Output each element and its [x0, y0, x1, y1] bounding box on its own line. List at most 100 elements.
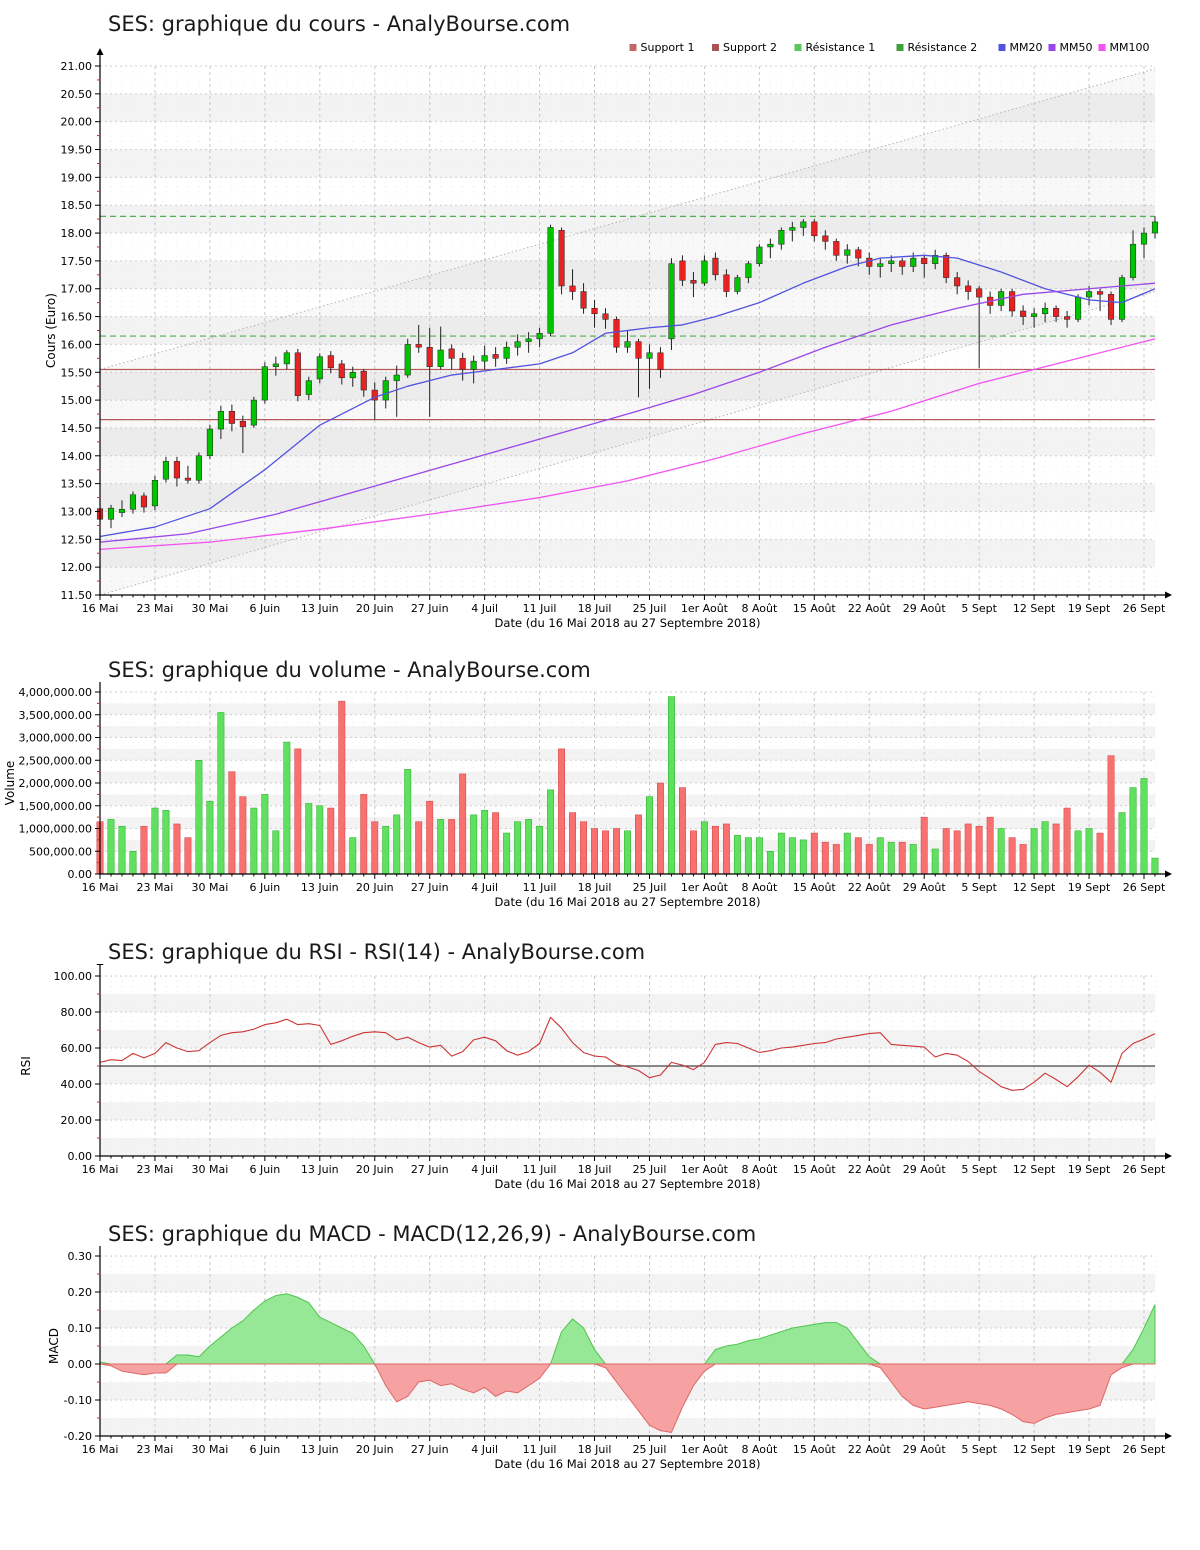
x-tick-label: 12 Sept: [1013, 881, 1056, 894]
x-tick-label: 6 Juin: [249, 881, 280, 894]
candle-up: [272, 363, 279, 367]
x-tick-label: 29 Août: [903, 881, 947, 894]
y-tick-label: 13.00: [61, 505, 93, 518]
x-tick-label: 26 Sept: [1123, 602, 1166, 615]
x-tick-label: 23 Mai: [137, 1443, 174, 1456]
x-tick-label: 23 Mai: [137, 881, 174, 894]
x-axis-arrow: [1165, 1432, 1172, 1440]
volume-bar-up: [788, 837, 796, 875]
volume-bar-up: [887, 841, 895, 875]
x-tick-label: 6 Juin: [249, 1163, 280, 1176]
x-axis-title: Date (du 16 Mai 2018 au 27 Septembre 201…: [495, 895, 761, 909]
x-tick-label: 22 Août: [848, 1443, 892, 1456]
x-tick-label: 1er Août: [681, 1443, 729, 1456]
volume-bar-down: [184, 837, 192, 875]
y-tick-label: 1,500,000.00: [19, 800, 92, 813]
volume-bar-up: [437, 819, 445, 875]
y-tick-label: 18.50: [61, 199, 93, 212]
y-axis-arrow: [96, 48, 104, 55]
x-tick-label: 12 Sept: [1013, 1163, 1056, 1176]
volume-bar-down: [492, 812, 500, 875]
legend-swatch: [896, 44, 904, 51]
legend-label: MM20: [1010, 41, 1043, 54]
candle-down: [602, 313, 609, 320]
candle-up: [844, 249, 851, 256]
y-axis-title: MACD: [47, 1328, 61, 1364]
y-tick-label: 0.10: [68, 1322, 93, 1335]
y-tick-label: 2,500,000.00: [19, 754, 92, 767]
volume-bar-up: [755, 837, 763, 875]
x-tick-label: 6 Juin: [249, 602, 280, 615]
candle-up: [107, 507, 115, 520]
x-tick-label: 18 Juil: [578, 1443, 612, 1456]
x-tick-label: 8 Août: [741, 1163, 778, 1176]
volume-bar-up: [646, 796, 653, 875]
candle-up: [877, 263, 884, 267]
volume-bar-down: [591, 828, 598, 875]
candle-up: [1075, 296, 1082, 320]
candle-up: [734, 277, 741, 292]
trendline: [99, 68, 1156, 370]
volume-bar-up: [349, 837, 357, 875]
volume-bar-up: [909, 844, 917, 875]
x-tick-label: 22 Août: [848, 881, 892, 894]
volume-bar-up: [481, 810, 489, 875]
candle-down: [1009, 291, 1016, 312]
candle-down: [899, 260, 906, 267]
candle-up: [745, 263, 752, 278]
candle-up: [1042, 307, 1049, 315]
x-tick-label: 11 Juil: [523, 602, 557, 615]
volume-bar-down: [173, 823, 181, 875]
candle-up: [1118, 277, 1126, 320]
candle-up: [118, 508, 126, 513]
legend-label: Résistance 1: [806, 41, 876, 54]
price-chart-title: SES: graphique du cours - AnalyBourse.co…: [108, 12, 571, 36]
volume-bar-up: [931, 848, 939, 875]
candle-down: [492, 354, 499, 359]
macd-chart-block: SES: graphique du MACD - MACD(12,26,9) -…: [0, 1222, 1200, 1480]
x-tick-label: 30 Mai: [192, 1163, 229, 1176]
volume-bar-down: [678, 787, 686, 875]
x-tick-label: 23 Mai: [137, 1163, 174, 1176]
x-tick-label: 15 Août: [793, 881, 837, 894]
candle-down: [657, 352, 664, 370]
x-tick-label: 20 Juin: [356, 602, 394, 615]
candle-up: [162, 461, 169, 480]
x-tick-label: 20 Juin: [356, 1443, 394, 1456]
candle-up: [1151, 221, 1159, 234]
y-axis-title: Volume: [3, 761, 17, 806]
candle-down: [591, 307, 598, 315]
candle-up: [778, 230, 785, 245]
x-tick-label: 15 Août: [793, 1443, 837, 1456]
rsi-chart-title: SES: graphique du RSI - RSI(14) - AnalyB…: [108, 940, 646, 964]
rsi-line: [99, 1016, 1156, 1091]
candle-down: [338, 363, 345, 379]
candle-down: [558, 230, 565, 287]
volume-bar-down: [360, 794, 368, 875]
y-tick-label: 11.50: [61, 589, 93, 602]
volume-bar-down: [689, 830, 697, 875]
y-tick-label: 4,000,000.00: [19, 686, 92, 699]
candle-down: [635, 341, 642, 359]
candle-up: [151, 480, 158, 507]
volume-bar-down: [964, 823, 972, 875]
volume-bar-up: [624, 830, 631, 875]
volume-bar-down: [854, 837, 862, 875]
volume-bar-up: [997, 828, 1005, 875]
legend-item: Support 2: [712, 41, 777, 54]
candle-up: [756, 246, 763, 264]
volume-bar-up: [547, 789, 555, 875]
macd-chart-title: SES: graphique du MACD - MACD(12,26,9) -…: [108, 1222, 757, 1246]
legend-item: MM50: [1048, 41, 1092, 54]
x-tick-label: 11 Juil: [523, 1163, 557, 1176]
legend-item: MM20: [998, 41, 1043, 54]
candle-down: [173, 461, 180, 479]
candle-up: [217, 410, 224, 430]
volume-bar-up: [316, 805, 324, 875]
candle-down: [679, 260, 686, 281]
x-tick-label: 13 Juin: [301, 1163, 339, 1176]
volume-bar-down: [722, 823, 730, 875]
x-tick-label: 16 Mai: [82, 1443, 119, 1456]
candle-down: [1107, 294, 1115, 320]
candle-down: [426, 346, 433, 367]
